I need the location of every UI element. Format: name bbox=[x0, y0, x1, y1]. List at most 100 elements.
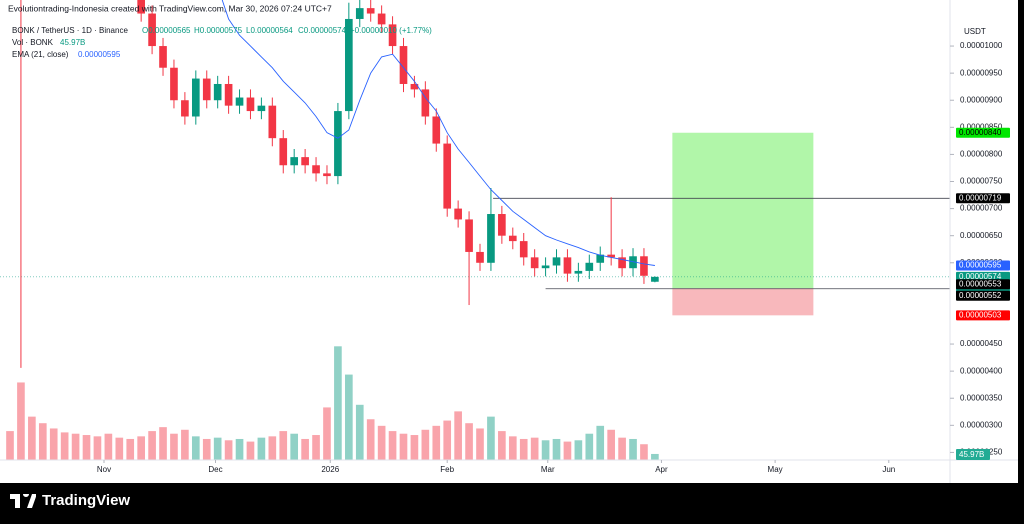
candle-body bbox=[301, 157, 309, 166]
volume-legend-label: Vol · BONK bbox=[12, 38, 54, 47]
volume-tag bbox=[956, 449, 990, 460]
volume-bar bbox=[629, 438, 637, 460]
candle-body bbox=[159, 46, 167, 68]
volume-bar bbox=[476, 428, 484, 460]
candle-body bbox=[377, 13, 386, 25]
candle-body bbox=[235, 97, 244, 106]
chart: 0.00001000 0.00000950 0.00000900 0.00000850… bbox=[0, 0, 1018, 483]
volume-bar bbox=[301, 438, 309, 460]
candle-body bbox=[334, 111, 342, 177]
ohlc-value: C0.00000574 bbox=[298, 26, 347, 35]
volume-bar bbox=[181, 429, 189, 460]
price-tag-label: 0.00000595 bbox=[959, 261, 1002, 270]
volume-bar bbox=[115, 437, 124, 460]
volume-bar bbox=[38, 423, 47, 460]
candle-body bbox=[607, 254, 615, 258]
candle-body bbox=[312, 165, 320, 174]
volume-bar bbox=[640, 444, 648, 460]
volume-bar bbox=[618, 437, 626, 460]
x-tick-label: Feb bbox=[440, 465, 454, 474]
volume-bar bbox=[60, 432, 69, 460]
volume-bar bbox=[312, 435, 320, 460]
candle-body bbox=[651, 276, 659, 282]
y-tick-label: 0.00000700 bbox=[960, 204, 1003, 213]
price-tag-label: 0.00000574 bbox=[959, 272, 1002, 281]
price-tag bbox=[956, 193, 1010, 204]
x-tick-label: Nov bbox=[97, 465, 111, 474]
volume-bar bbox=[191, 436, 200, 460]
candle-body bbox=[202, 78, 211, 101]
stop-zone bbox=[672, 288, 814, 316]
y-tick-label: 0.00000450 bbox=[960, 339, 1003, 348]
price-tag bbox=[956, 127, 1010, 138]
candle-body bbox=[530, 257, 539, 269]
volume-bar bbox=[224, 440, 233, 460]
y-tick-label: 0.00001000 bbox=[960, 41, 1003, 50]
footer-text: TradingView bbox=[42, 492, 131, 509]
x-tick-label: Apr bbox=[655, 465, 668, 474]
volume-bar bbox=[498, 431, 506, 460]
candle-body bbox=[629, 256, 637, 269]
volume-bar bbox=[574, 440, 583, 460]
volume-bar bbox=[399, 433, 408, 460]
ohlc-value: H0.00000575 bbox=[194, 26, 243, 35]
overlay: 0.00001000 0.00000950 0.00000900 0.00000850… bbox=[8, 3, 1010, 474]
candle-body bbox=[596, 254, 605, 263]
candle-body bbox=[345, 18, 353, 112]
volume-bar bbox=[126, 438, 135, 460]
candle-body bbox=[148, 13, 156, 47]
volume-bar bbox=[530, 437, 539, 460]
volume-bar bbox=[148, 431, 156, 460]
x-tick-label: Dec bbox=[208, 465, 222, 474]
y-tick-label: 0.00000350 bbox=[960, 393, 1003, 402]
candle-body bbox=[410, 83, 419, 90]
volume-bar bbox=[257, 437, 266, 460]
volume-bar bbox=[268, 436, 277, 460]
volume-bar bbox=[443, 420, 452, 460]
ohlc-value: O0.00000565 bbox=[142, 26, 191, 35]
volume-bar bbox=[388, 431, 397, 460]
volume-bar bbox=[465, 423, 473, 460]
price-tag-label: 0.00000840 bbox=[959, 128, 1002, 137]
y-tick-label: 0.00000950 bbox=[960, 68, 1003, 77]
candle-body bbox=[563, 257, 572, 274]
volume-bar bbox=[541, 440, 550, 460]
candle-body bbox=[454, 208, 462, 220]
y-tick-label: 0.00000800 bbox=[960, 150, 1003, 159]
candle-body bbox=[487, 214, 495, 263]
volume-bar bbox=[454, 411, 462, 460]
volume-bar bbox=[71, 433, 80, 460]
volume-tag-label: 45.97B bbox=[959, 450, 984, 459]
volume-legend-value: 45.97B bbox=[60, 38, 85, 47]
x-tick-label: Jun bbox=[882, 465, 895, 474]
volume-bar bbox=[377, 425, 386, 460]
candle-body bbox=[290, 157, 299, 166]
volume-bar bbox=[49, 428, 58, 460]
axis-unit: USDT bbox=[964, 27, 986, 36]
y-tick-label: 0.00000400 bbox=[960, 366, 1003, 375]
candle-body bbox=[574, 270, 583, 274]
logo-icon bbox=[10, 493, 36, 508]
price-tag-label: 0.00000719 bbox=[959, 193, 1002, 202]
x-tick-label: May bbox=[768, 465, 783, 474]
volume-bar bbox=[421, 429, 430, 460]
volume-bar bbox=[202, 438, 211, 460]
volume-bar bbox=[366, 419, 375, 460]
volume-bar bbox=[213, 437, 222, 460]
volume-bar bbox=[279, 431, 288, 460]
volume-bar bbox=[355, 404, 364, 460]
ohlc-value: +0.00000010 (+1.77%) bbox=[350, 26, 432, 35]
chart-background bbox=[0, 0, 1018, 483]
volume-bar bbox=[290, 433, 299, 460]
volume-bar bbox=[607, 429, 615, 460]
volume-bar bbox=[585, 433, 594, 460]
price-tag bbox=[956, 290, 1010, 301]
symbol: BONK / TetherUS · 1D · Binance bbox=[12, 26, 128, 35]
candle-body bbox=[519, 241, 528, 258]
price-tag bbox=[956, 310, 1010, 321]
y-tick-label: 0.00000900 bbox=[960, 95, 1003, 104]
volume-bar bbox=[170, 433, 178, 460]
y-tick-label: 0.00000300 bbox=[960, 420, 1003, 429]
volume-bar bbox=[432, 425, 441, 460]
candle-body bbox=[268, 105, 277, 139]
